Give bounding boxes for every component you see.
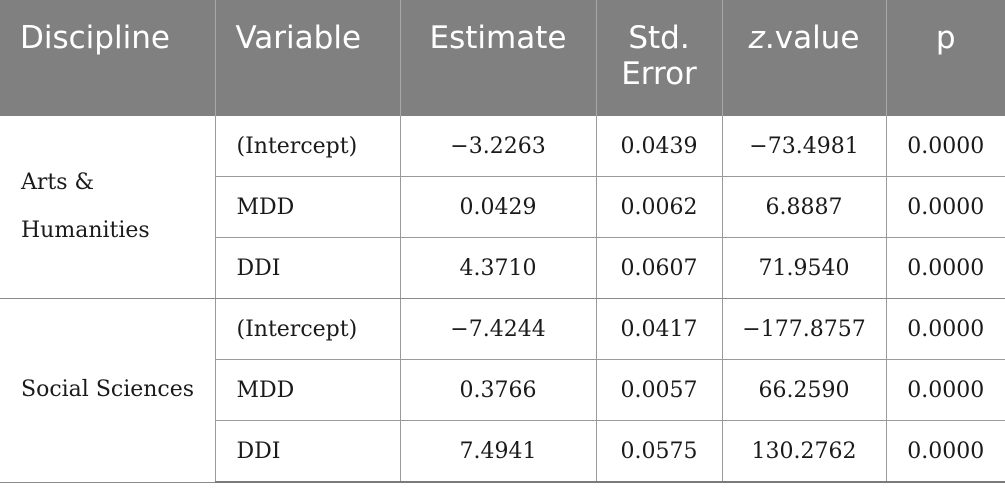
variable-cell: (Intercept) — [215, 116, 401, 177]
header-estimate: Estimate — [400, 0, 597, 116]
p-value-cell: 0.0000 — [886, 298, 1005, 360]
discipline-cell: Social Sciences — [0, 298, 216, 483]
header-std-error: Std. Error — [596, 0, 723, 116]
p-value-cell: 0.0000 — [886, 237, 1005, 299]
header-z-value-italic: z — [748, 20, 765, 56]
z-value-cell: 6.8887 — [722, 176, 887, 238]
header-row: Discipline Variable Estimate Std. Error … — [0, 0, 1005, 116]
p-value-cell: 0.0000 — [886, 359, 1005, 421]
variable-cell: MDD — [215, 176, 401, 238]
header-z-value-rest: .value — [764, 20, 860, 56]
std-error-cell: 0.0607 — [596, 237, 723, 299]
std-error-cell: 0.0575 — [596, 420, 723, 483]
z-value-cell: 130.2762 — [722, 420, 887, 483]
variable-cell: DDI — [215, 420, 401, 483]
table-row: MDD 0.3766 0.0057 66.2590 0.0000 — [0, 359, 1005, 421]
estimate-cell: 4.3710 — [400, 237, 597, 299]
header-std-error-line2: Error — [621, 56, 697, 92]
p-value-cell: 0.0000 — [886, 176, 1005, 238]
estimate-cell: 7.4941 — [400, 420, 597, 483]
table-row: DDI 4.3710 0.0607 71.9540 0.0000 — [0, 237, 1005, 299]
p-value-cell: 0.0000 — [886, 116, 1005, 177]
header-discipline: Discipline — [0, 0, 216, 116]
estimate-cell: −7.4244 — [400, 298, 597, 360]
z-value-cell: 66.2590 — [722, 359, 887, 421]
std-error-cell: 0.0057 — [596, 359, 723, 421]
variable-cell: (Intercept) — [215, 298, 401, 360]
estimate-cell: −3.2263 — [400, 116, 597, 177]
estimate-cell: 0.0429 — [400, 176, 597, 238]
header-z-value: z.value — [722, 0, 887, 116]
discipline-label-line1: Arts & — [21, 170, 95, 195]
table-row: DDI 7.4941 0.0575 130.2762 0.0000 — [0, 420, 1005, 483]
variable-cell: DDI — [215, 237, 401, 299]
p-value-cell: 0.0000 — [886, 420, 1005, 483]
header-variable: Variable — [215, 0, 401, 116]
z-value-cell: −177.8757 — [722, 298, 887, 360]
z-value-cell: −73.4981 — [722, 116, 887, 177]
std-error-cell: 0.0062 — [596, 176, 723, 238]
header-std-error-line1: Std. — [628, 20, 690, 56]
discipline-cell: Arts & Humanities — [0, 116, 216, 299]
std-error-cell: 0.0439 — [596, 116, 723, 177]
estimate-cell: 0.3766 — [400, 359, 597, 421]
variable-cell: MDD — [215, 359, 401, 421]
table-row: Social Sciences (Intercept) −7.4244 0.04… — [0, 298, 1005, 483]
discipline-label-line1: Social Sciences — [21, 377, 195, 403]
regression-table: Discipline Variable Estimate Std. Error … — [0, 0, 1005, 483]
z-value-cell: 71.9540 — [722, 237, 887, 299]
table-row: MDD 0.0429 0.0062 6.8887 0.0000 — [0, 176, 1005, 238]
discipline-label-line2: Humanities — [21, 218, 150, 243]
std-error-cell: 0.0417 — [596, 298, 723, 360]
table-row: Arts & Humanities (Intercept) −3.2263 0.… — [0, 116, 1005, 299]
header-p: p — [886, 0, 1005, 116]
